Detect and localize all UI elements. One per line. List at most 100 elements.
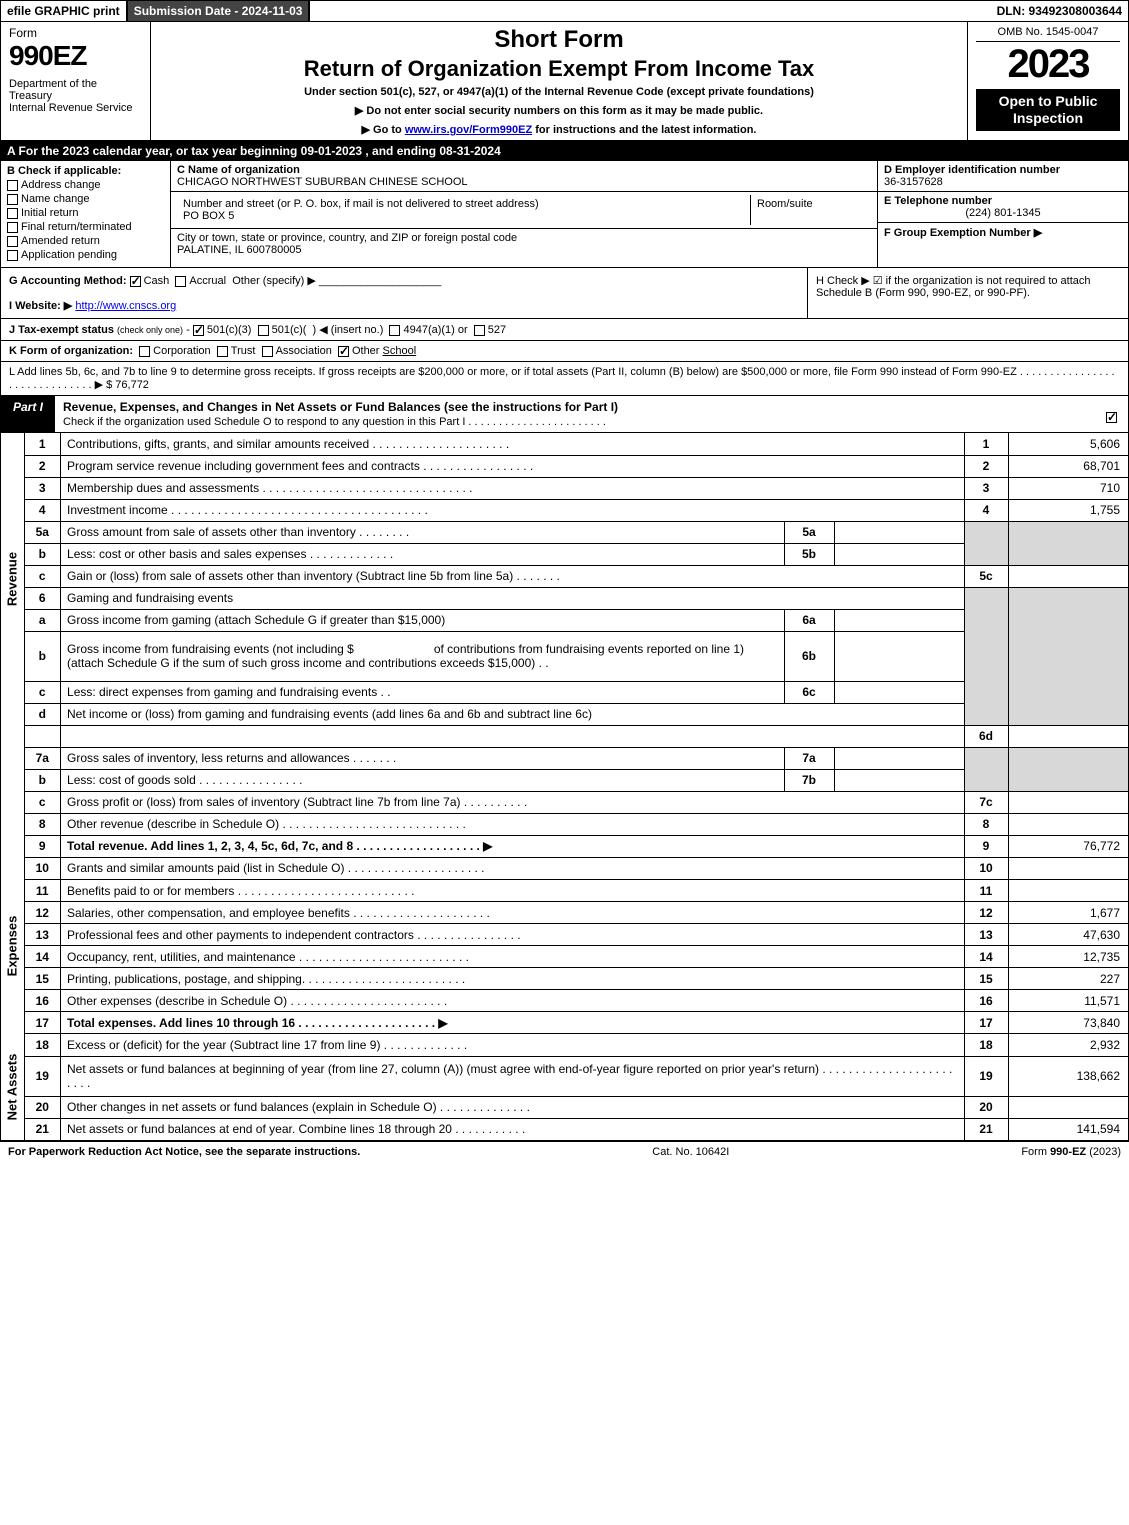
department: Department of the Treasury Internal Reve… xyxy=(9,78,142,114)
part1-schedule-o-check[interactable] xyxy=(1098,396,1128,432)
line-9: 9Total revenue. Add lines 1, 2, 3, 4, 5c… xyxy=(25,835,1128,857)
page-footer: For Paperwork Reduction Act Notice, see … xyxy=(0,1141,1129,1162)
ssn-note: ▶ Do not enter social security numbers o… xyxy=(159,104,959,117)
goto-suffix: for instructions and the latest informat… xyxy=(532,124,756,136)
chk-final-return[interactable]: Final return/terminated xyxy=(7,221,164,233)
street-value: PO BOX 5 xyxy=(183,210,234,222)
chk-cash[interactable] xyxy=(130,276,141,287)
line-3: 3Membership dues and assessments . . . .… xyxy=(25,477,1128,499)
irs-link[interactable]: www.irs.gov/Form990EZ xyxy=(405,124,532,136)
chk-initial-return[interactable]: Initial return xyxy=(7,207,164,219)
website-link[interactable]: http://www.cnscs.org xyxy=(75,300,176,312)
phone-value: (224) 801-1345 xyxy=(884,207,1122,219)
form-number: 990EZ xyxy=(9,40,142,72)
line-10: 10Grants and similar amounts paid (list … xyxy=(25,858,1128,880)
revenue-side-spacer xyxy=(1,725,25,858)
section-b: B Check if applicable: Address change Na… xyxy=(1,161,171,267)
line-6d: dNet income or (loss) from gaming and fu… xyxy=(25,703,1128,725)
omb-number: OMB No. 1545-0047 xyxy=(976,26,1120,42)
footer-right: Form 990-EZ (2023) xyxy=(1021,1146,1121,1158)
header-right: OMB No. 1545-0047 2023 Open to Public In… xyxy=(968,22,1128,140)
form-header: Form 990EZ Department of the Treasury In… xyxy=(0,22,1129,141)
section-b-title: B Check if applicable: xyxy=(7,165,164,177)
header-center: Short Form Return of Organization Exempt… xyxy=(151,22,968,140)
section-g: G Accounting Method: Cash Accrual Other … xyxy=(1,268,808,318)
gh-row: G Accounting Method: Cash Accrual Other … xyxy=(0,268,1129,319)
chk-501c[interactable] xyxy=(258,325,269,336)
section-j: J Tax-exempt status (check only one) - 5… xyxy=(0,319,1129,341)
topbar-spacer xyxy=(310,1,990,21)
netassets-table: 18Excess or (deficit) for the year (Subt… xyxy=(25,1034,1128,1140)
room-label: Room/suite xyxy=(757,198,813,210)
section-def: D Employer identification number 36-3157… xyxy=(878,161,1128,267)
org-name: CHICAGO NORTHWEST SUBURBAN CHINESE SCHOO… xyxy=(177,176,468,188)
part1-sub: Check if the organization used Schedule … xyxy=(63,414,1090,428)
chk-corp[interactable] xyxy=(139,346,150,357)
line-6b: bGross income from fundraising events (n… xyxy=(25,631,1128,681)
form-title: Return of Organization Exempt From Incom… xyxy=(159,56,959,82)
line-6a: aGross income from gaming (attach Schedu… xyxy=(25,609,1128,631)
group-exemption-label: F Group Exemption Number ▶ xyxy=(884,227,1042,239)
form-word: Form xyxy=(9,26,142,40)
ein-value: 36-3157628 xyxy=(884,176,943,188)
form-subtitle: Under section 501(c), 527, or 4947(a)(1)… xyxy=(159,86,959,98)
part1-header: Part I Revenue, Expenses, and Changes in… xyxy=(0,396,1129,433)
street-label: Number and street (or P. O. box, if mail… xyxy=(183,198,539,210)
line-20: 20Other changes in net assets or fund ba… xyxy=(25,1096,1128,1118)
city-block: City or town, state or province, country… xyxy=(171,229,877,259)
line-16: 16Other expenses (describe in Schedule O… xyxy=(25,990,1128,1012)
short-form-title: Short Form xyxy=(159,26,959,54)
submission-date: Submission Date - 2024-11-03 xyxy=(128,1,311,21)
line-1: 1Contributions, gifts, grants, and simil… xyxy=(25,433,1128,455)
line-11: 11Benefits paid to or for members . . . … xyxy=(25,880,1128,902)
tax-year: 2023 xyxy=(976,42,1120,87)
section-c: C Name of organization CHICAGO NORTHWEST… xyxy=(171,161,878,267)
group-exemption-block: F Group Exemption Number ▶ xyxy=(878,223,1128,242)
chk-4947[interactable] xyxy=(389,325,400,336)
line-18: 18Excess or (deficit) for the year (Subt… xyxy=(25,1034,1128,1056)
g-label: G Accounting Method: xyxy=(9,275,127,287)
line-2: 2Program service revenue including gover… xyxy=(25,455,1128,477)
public-inspection: Open to Public Inspection xyxy=(976,89,1120,131)
line-14: 14Occupancy, rent, utilities, and mainte… xyxy=(25,946,1128,968)
chk-assoc[interactable] xyxy=(262,346,273,357)
section-h: H Check ▶ ☑ if the organization is not r… xyxy=(808,268,1128,318)
revenue-table: 1Contributions, gifts, grants, and simil… xyxy=(25,433,1128,725)
phone-label: E Telephone number xyxy=(884,195,992,207)
line-7a: 7aGross sales of inventory, less returns… xyxy=(25,747,1128,769)
chk-527[interactable] xyxy=(474,325,485,336)
chk-501c3[interactable] xyxy=(193,325,204,336)
revenue-section: Revenue 1Contributions, gifts, grants, a… xyxy=(0,433,1129,725)
line-5a: 5aGross amount from sale of assets other… xyxy=(25,521,1128,543)
line-5c: cGain or (loss) from sale of assets othe… xyxy=(25,565,1128,587)
line-6c: cLess: direct expenses from gaming and f… xyxy=(25,681,1128,703)
section-k: K Form of organization: Corporation Trus… xyxy=(0,341,1129,362)
line-4: 4Investment income . . . . . . . . . . .… xyxy=(25,499,1128,521)
chk-trust[interactable] xyxy=(217,346,228,357)
k-label: K Form of organization: xyxy=(9,345,133,357)
chk-name-change[interactable]: Name change xyxy=(7,193,164,205)
goto-prefix: ▶ Go to xyxy=(362,124,405,136)
line-8: 8Other revenue (describe in Schedule O) … xyxy=(25,813,1128,835)
chk-address-change[interactable]: Address change xyxy=(7,179,164,191)
info-grid: B Check if applicable: Address change Na… xyxy=(0,161,1129,268)
efile-label: efile GRAPHIC print xyxy=(1,1,128,21)
chk-application-pending[interactable]: Application pending xyxy=(7,249,164,261)
chk-other-org[interactable] xyxy=(338,346,349,357)
line-12: 12Salaries, other compensation, and empl… xyxy=(25,902,1128,924)
revenue-table-6d: 6d 7aGross sales of inventory, less retu… xyxy=(25,725,1128,858)
org-name-block: C Name of organization CHICAGO NORTHWEST… xyxy=(171,161,877,192)
revenue-section-6d: 6d 7aGross sales of inventory, less retu… xyxy=(0,725,1129,858)
l-text: L Add lines 5b, 6c, and 7b to line 9 to … xyxy=(9,366,1115,391)
netassets-side-label: Net Assets xyxy=(1,1034,25,1140)
part1-title: Revenue, Expenses, and Changes in Net As… xyxy=(55,396,1098,432)
org-name-label: C Name of organization xyxy=(177,164,300,176)
line-7c: cGross profit or (loss) from sales of in… xyxy=(25,791,1128,813)
chk-accrual[interactable] xyxy=(175,276,186,287)
line-19: 19Net assets or fund balances at beginni… xyxy=(25,1056,1128,1096)
ein-label: D Employer identification number xyxy=(884,164,1060,176)
netassets-section: Net Assets 18Excess or (deficit) for the… xyxy=(0,1034,1129,1141)
goto-note: ▶ Go to www.irs.gov/Form990EZ for instru… xyxy=(159,123,959,136)
street-block: Number and street (or P. O. box, if mail… xyxy=(171,192,877,229)
chk-amended-return[interactable]: Amended return xyxy=(7,235,164,247)
